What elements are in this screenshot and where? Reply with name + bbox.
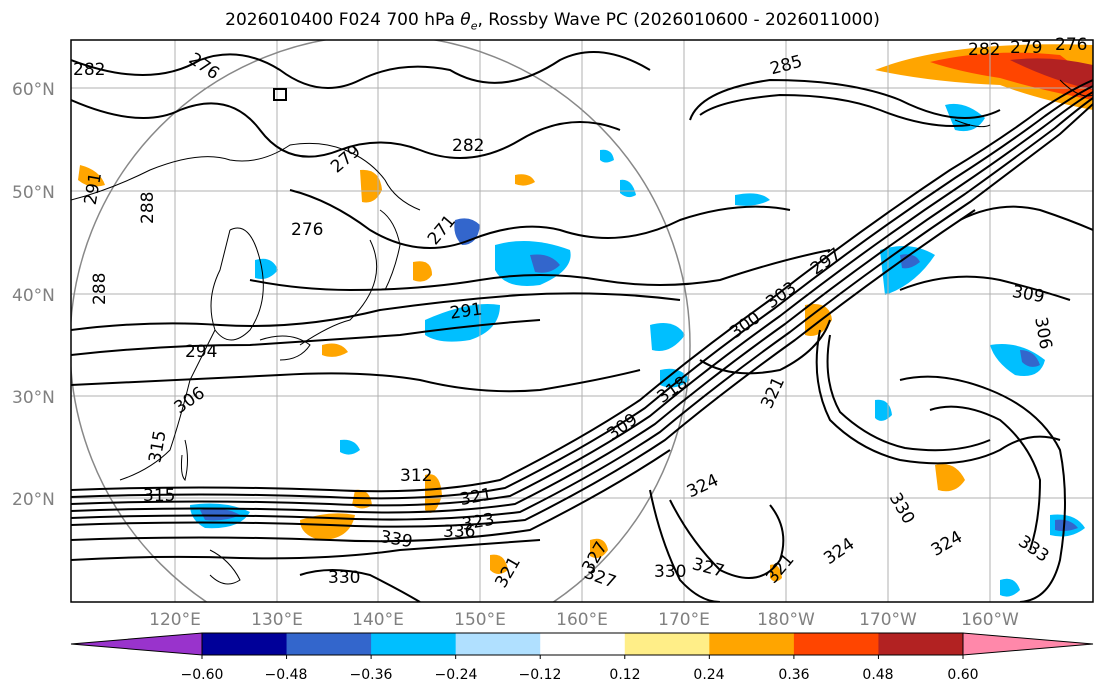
contour-label: 282	[968, 40, 1000, 60]
contour-label: 330	[654, 562, 686, 582]
longitude-axis: 120°E 130°E 140°E 150°E 160°E 170°E 180°…	[149, 610, 1019, 630]
colorbar-tick: 0.24	[693, 667, 724, 683]
colorbar-bin	[624, 633, 710, 655]
lat-tick: 40°N	[12, 286, 55, 306]
contour-label: 279	[1010, 38, 1042, 58]
contour-label: 336	[443, 522, 475, 542]
colorbar-border	[201, 632, 964, 656]
colorbar-extend-low	[70, 632, 203, 656]
colorbar-bin	[371, 633, 457, 655]
colorbar-bin	[793, 633, 879, 655]
contour-label: 276	[291, 220, 323, 240]
contour-label: 282	[452, 136, 484, 156]
colorbar-tick: −0.36	[350, 667, 393, 683]
colorbar-bin	[202, 633, 288, 655]
contour-label: 288	[138, 192, 158, 224]
lon-tick: 170°W	[859, 610, 917, 630]
title-theta: θ	[460, 10, 471, 30]
colorbar-tick: −0.48	[265, 667, 308, 683]
colorbar-tick: −0.60	[181, 667, 224, 683]
contour-label: 315	[143, 486, 175, 506]
latitude-axis: 60°N 50°N 40°N 30°N 20°N	[12, 80, 55, 510]
title-text: 2026010400 F024 700 hPa	[225, 10, 461, 30]
colorbar-tick: 0.48	[862, 667, 893, 683]
colorbar-labels: −0.60 −0.48 −0.36 −0.24 −0.12 0.12 0.24 …	[181, 667, 979, 683]
colorbar-bin	[286, 633, 372, 655]
colorbar-bin	[878, 633, 964, 655]
colorbar-tick: 0.36	[778, 667, 809, 683]
lon-tick: 180°W	[757, 610, 815, 630]
title-sub: e	[470, 19, 478, 33]
colorbar-bin	[540, 633, 626, 655]
domain-circle	[71, 40, 691, 602]
contour-label: 291	[449, 299, 484, 323]
contour-label: 312	[400, 466, 432, 486]
map-border	[70, 39, 1094, 603]
lon-tick: 140°E	[352, 610, 404, 630]
colorbar-tick: 0.60	[947, 667, 978, 683]
lon-tick: 160°E	[556, 610, 608, 630]
lon-tick: 160°W	[961, 610, 1019, 630]
coastlines	[71, 79, 1093, 585]
colorbar-bin	[709, 633, 795, 655]
lat-tick: 60°N	[12, 80, 55, 100]
colorbar-tick: −0.24	[435, 667, 478, 683]
contour-label: 282	[73, 60, 105, 80]
lon-tick: 130°E	[251, 610, 303, 630]
contour-label: 288	[90, 273, 110, 305]
contour-label: 330	[328, 568, 360, 588]
colorbar-extend-high	[962, 632, 1094, 656]
graticule	[71, 40, 1093, 602]
lat-tick: 30°N	[12, 388, 55, 408]
colorbar-bin	[455, 633, 541, 655]
colorbar-tick: −0.12	[519, 667, 562, 683]
colorbar-tick: 0.12	[609, 667, 640, 683]
lon-tick: 170°E	[658, 610, 710, 630]
lat-tick: 50°N	[12, 183, 55, 203]
title-suffix: , Rossby Wave PC (2026010600 - 202601100…	[477, 10, 880, 30]
contour-label: 276	[1055, 35, 1087, 55]
map-content	[71, 40, 1093, 602]
theta-e-contours	[71, 51, 1093, 602]
lat-tick: 20°N	[12, 490, 55, 510]
contour-label: 294	[185, 342, 217, 362]
lon-tick: 150°E	[454, 610, 506, 630]
chart-title: 2026010400 F024 700 hPa θe, Rossby Wave …	[0, 10, 1105, 32]
colorbar	[70, 632, 1094, 659]
lon-tick: 120°E	[149, 610, 201, 630]
